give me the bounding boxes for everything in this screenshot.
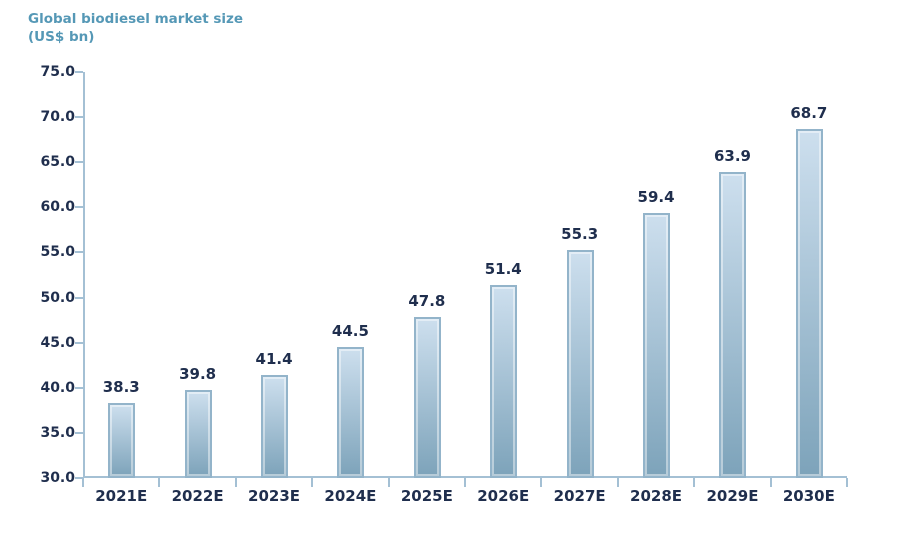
bar-column-2023E: 41.4 — [236, 72, 312, 478]
bar-value-label: 39.8 — [179, 364, 217, 383]
y-axis-tick-label: 50.0 — [40, 289, 75, 306]
x-axis-tick — [693, 478, 696, 487]
bar-2023E — [261, 375, 289, 478]
bar-column-2030E: 68.7 — [771, 72, 847, 478]
x-axis-category-label: 2030E — [782, 487, 835, 505]
bar-column-2022E: 39.8 — [159, 72, 235, 478]
y-axis-tick — [75, 477, 83, 479]
x-axis-category-label: 2022E — [171, 487, 224, 505]
x-axis-category-label: 2026E — [477, 487, 530, 505]
bar-column-2029E: 63.9 — [694, 72, 770, 478]
y-axis-tick-label: 40.0 — [40, 379, 75, 396]
y-axis-tick-label: 35.0 — [40, 424, 75, 441]
y-axis-tick — [75, 161, 83, 164]
y-axis-tick — [75, 341, 83, 344]
x-axis-tick — [82, 478, 84, 487]
bar-value-label: 68.7 — [790, 103, 828, 122]
y-axis-tick-label: 45.0 — [40, 334, 75, 351]
x-axis-category-label: 2029E — [706, 487, 759, 505]
y-axis-tick — [75, 116, 83, 119]
bar-column-2027E: 55.3 — [541, 72, 617, 478]
y-axis-tick-label: 55.0 — [40, 244, 75, 261]
y-axis-tick-label: 75.0 — [40, 64, 75, 80]
bar-value-label: 59.4 — [637, 187, 675, 206]
bars-container: 38.3 39.8 41.4 44.5 47.8 51.4 55.3 59.4 63.9 68.7 — [83, 72, 847, 478]
x-axis-tick — [464, 478, 466, 487]
chart-title-line2: (US$ bn) — [28, 29, 95, 45]
x-axis-category-label: 2028E — [630, 487, 683, 505]
x-axis-category-label: 2021E — [95, 487, 148, 505]
bar-2029E — [719, 172, 747, 478]
bar-2021E — [108, 403, 136, 478]
y-axis-tick-label: 65.0 — [40, 154, 75, 171]
bar-column-2028E: 59.4 — [618, 72, 694, 478]
x-axis-tick — [158, 478, 161, 487]
x-axis-tick — [540, 478, 543, 487]
y-axis-tick — [75, 251, 83, 254]
bar-value-label: 63.9 — [713, 147, 751, 166]
bar-column-2026E: 51.4 — [465, 72, 541, 478]
x-axis-tick — [769, 478, 772, 487]
bar-value-label: 55.3 — [561, 224, 599, 243]
bar-2027E — [566, 249, 594, 478]
x-axis-line — [83, 476, 847, 478]
x-axis-category-label: 2025E — [400, 487, 453, 505]
x-axis-category-label: 2023E — [248, 487, 301, 505]
x-axis-labels: 2021E 2022E 2023E 2024E 2025E 2026E 2027E 2028E… — [83, 487, 847, 505]
y-axis-tick — [75, 431, 83, 434]
bar-2028E — [643, 212, 671, 478]
bar-2022E — [184, 389, 212, 478]
x-axis-tick — [387, 478, 390, 487]
y-axis-line — [83, 72, 85, 478]
y-axis-tick — [75, 71, 83, 73]
bar-value-label: 44.5 — [331, 322, 369, 341]
chart-title-line1: Global biodiesel market size — [28, 11, 244, 27]
bar-2024E — [337, 347, 365, 478]
bar-2025E — [413, 317, 441, 478]
bar-2030E — [795, 128, 823, 478]
chart-title: Global biodiesel market size (US$ bn) — [28, 10, 243, 46]
bar-value-label: 38.3 — [102, 378, 140, 397]
y-axis-tick — [75, 206, 83, 209]
x-axis-category-label: 2024E — [324, 487, 377, 505]
y-axis-tick-label: 30.0 — [40, 470, 75, 486]
bar-2026E — [490, 284, 518, 478]
bar-value-label: 47.8 — [408, 292, 446, 311]
y-axis-tick — [75, 386, 83, 389]
bar-column-2024E: 44.5 — [312, 72, 388, 478]
bar-column-2025E: 47.8 — [389, 72, 465, 478]
bar-column-2021E: 38.3 — [83, 72, 159, 478]
x-axis-category-label: 2027E — [553, 487, 606, 505]
bar-value-label: 41.4 — [255, 350, 293, 369]
x-axis-tick — [234, 478, 237, 487]
x-axis-tick — [846, 478, 848, 487]
y-axis-tick — [75, 296, 83, 299]
bar-value-label: 51.4 — [484, 259, 522, 278]
x-axis-tick — [311, 478, 314, 487]
x-axis-tick — [616, 478, 619, 487]
plot-area: 38.3 39.8 41.4 44.5 47.8 51.4 55.3 59.4 63.9 68.7… — [40, 64, 848, 487]
y-axis-tick-label: 60.0 — [40, 199, 75, 216]
y-axis-tick-label: 70.0 — [40, 109, 75, 126]
